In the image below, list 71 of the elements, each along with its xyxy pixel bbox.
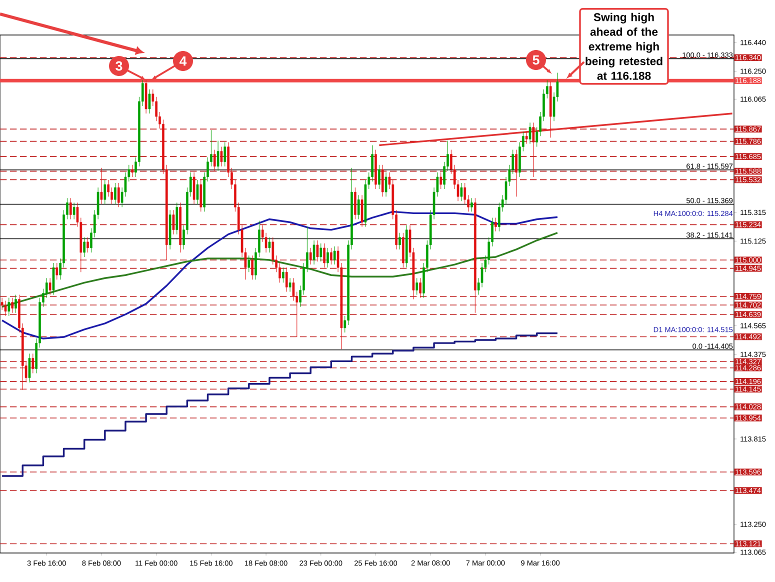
candlestick	[371, 144, 374, 182]
candlestick	[440, 172, 442, 190]
candlestick	[148, 89, 151, 114]
candlestick	[398, 232, 401, 250]
candlestick	[330, 248, 332, 265]
candlestick	[288, 278, 292, 292]
candlestick	[176, 202, 178, 235]
candlestick	[381, 164, 384, 197]
candlestick	[278, 262, 281, 283]
candlestick	[28, 353, 31, 383]
candlestick	[525, 131, 528, 144]
candlestick	[360, 194, 364, 228]
candlestick	[416, 278, 418, 296]
candlestick	[213, 149, 216, 172]
candlestick	[56, 262, 58, 280]
candlestick	[312, 240, 316, 265]
candlestick	[69, 198, 72, 220]
candlestick	[83, 237, 86, 258]
candlestick	[498, 202, 500, 232]
candlestick	[384, 172, 388, 197]
candlestick	[378, 164, 380, 190]
candlestick	[220, 146, 223, 167]
annotation: 4	[180, 56, 187, 66]
candlestick	[282, 267, 284, 283]
candlestick	[251, 255, 254, 280]
candlestick	[192, 172, 196, 204]
candlestick	[268, 237, 271, 253]
candlestick	[72, 202, 76, 220]
candlestick	[4, 300, 7, 316]
candlestick	[155, 96, 158, 122]
candlestick	[464, 182, 466, 204]
candlestick	[117, 182, 120, 208]
candlestick	[32, 353, 34, 374]
candlestick	[316, 240, 319, 262]
candlestick	[320, 243, 322, 262]
candlestick	[114, 182, 116, 204]
candlestick	[196, 180, 199, 204]
candlestick	[285, 267, 288, 292]
candlestick	[528, 122, 532, 144]
candlestick	[460, 182, 463, 202]
candlestick	[216, 140, 220, 172]
candlestick	[52, 262, 55, 296]
candlestick	[333, 246, 336, 265]
candlestick	[107, 180, 110, 197]
candlestick	[100, 168, 103, 204]
candlestick	[326, 248, 329, 268]
candlestick	[323, 243, 326, 268]
annotation: Swing high ahead of the extreme high being retested at 116.188	[586, 12, 662, 80]
candlestick	[354, 187, 356, 220]
candlestick	[131, 164, 134, 178]
candlestick	[200, 180, 202, 212]
annotation: 5	[532, 55, 540, 65]
candlestick	[11, 297, 14, 314]
candlestick	[104, 180, 106, 204]
candlestick	[224, 142, 226, 167]
candlestick	[48, 278, 52, 296]
candlestick	[532, 122, 535, 178]
candlestick	[45, 278, 48, 298]
candlestick	[470, 198, 473, 212]
candlestick	[86, 237, 89, 253]
candlestick	[494, 217, 497, 232]
candlestick	[8, 297, 10, 316]
candlestick	[172, 210, 175, 235]
candlestick	[515, 149, 518, 197]
candlestick	[248, 255, 250, 272]
candlestick	[309, 248, 312, 265]
annotation: 3	[116, 61, 122, 71]
candlestick	[357, 194, 360, 220]
candlestick	[110, 187, 113, 204]
candlestick	[419, 278, 422, 298]
candlestick	[14, 294, 17, 314]
